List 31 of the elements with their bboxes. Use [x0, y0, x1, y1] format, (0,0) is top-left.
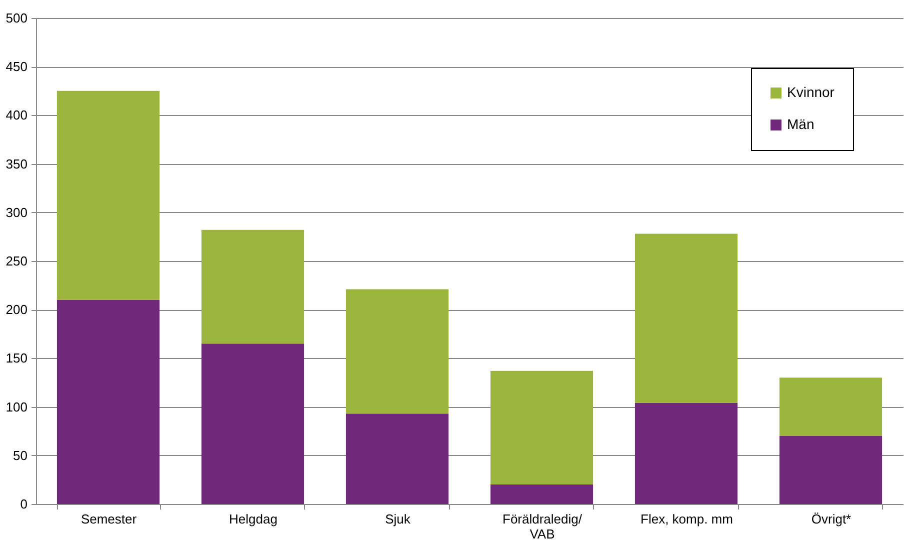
- bar: [201, 344, 304, 504]
- bar: [634, 234, 738, 403]
- bar: [346, 414, 449, 504]
- y-tick-label: 350: [6, 156, 28, 172]
- legend-label: Kvinnor: [787, 84, 835, 100]
- bar: [201, 230, 304, 344]
- x-tick-label: Övrigt*: [811, 512, 852, 526]
- bar: [346, 289, 449, 414]
- y-tick-label: 450: [6, 59, 28, 74]
- y-tick-label: 500: [6, 10, 28, 26]
- x-tick-label: Helgdag: [229, 512, 278, 526]
- bar: [490, 370, 594, 485]
- y-tick-label: 0: [20, 496, 28, 512]
- y-tick-label: 400: [6, 108, 28, 123]
- y-tick-label: 100: [6, 399, 28, 414]
- x-tick-label: Semester: [80, 512, 138, 526]
- bar: [779, 378, 882, 436]
- y-tick-label: 200: [6, 302, 28, 318]
- y-tick-label: 150: [6, 350, 28, 366]
- bar: [779, 436, 882, 504]
- bar: [490, 484, 594, 504]
- y-tick-label: 300: [6, 204, 28, 220]
- y-tick-label: 50: [13, 448, 28, 463]
- x-tick-label: Föräldraledig/VAB: [502, 512, 582, 542]
- bar: [56, 300, 160, 504]
- y-tick-label: 250: [6, 254, 28, 268]
- legend-label: Män: [787, 116, 814, 132]
- bar: [634, 402, 738, 504]
- x-tick-label: Flex, komp. mm: [640, 512, 733, 526]
- bar: [56, 90, 160, 300]
- x-tick-label: Sjuk: [385, 512, 411, 526]
